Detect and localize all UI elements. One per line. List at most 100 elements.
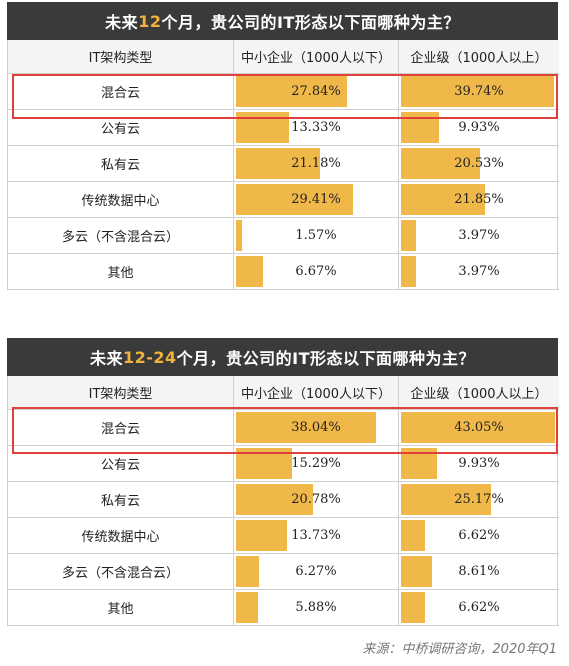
title-text: 个月，贵公司的IT形态以下面哪种为主？ (176, 349, 476, 368)
value-cell: 5.88% (234, 590, 399, 626)
value-label: 9.93% (458, 120, 500, 135)
column-header: IT架构类型 (8, 40, 234, 74)
value-label: 43.05% (454, 420, 504, 435)
value-cell: 13.73% (234, 518, 399, 554)
value-label: 27.84% (291, 84, 341, 99)
value-bar (401, 148, 481, 179)
value-bar (236, 76, 347, 107)
column-header: 中小企业（1000人以下） (234, 376, 399, 410)
value-label: 9.93% (458, 456, 500, 471)
data-table: IT架构类型 中小企业（1000人以下） 企业级（1000人以上） 混合云 27.84%… (7, 40, 559, 290)
value-label: 6.67% (295, 264, 337, 279)
value-label: 13.33% (291, 120, 341, 135)
value-cell: 6.67% (234, 254, 399, 290)
title-text: 未来 (105, 13, 139, 32)
value-bar (401, 484, 492, 515)
value-bar (401, 448, 437, 479)
row-label: 混合云 (8, 410, 234, 446)
value-cell: 27.84% (234, 74, 399, 110)
value-label: 3.97% (458, 264, 500, 279)
value-cell: 38.04% (234, 410, 399, 446)
value-bar (236, 220, 243, 251)
value-label: 25.17% (454, 492, 504, 507)
value-bar (236, 184, 353, 215)
chart-panel-12m: 未来 12 个月，贵公司的IT形态以下面哪种为主？ IT架构类型 中小企业（1000人… (7, 2, 559, 290)
source-note: 来源：中桥调研咨询，2020年Q1 (362, 642, 557, 657)
row-label: 公有云 (8, 446, 234, 482)
value-cell: 1.57% (234, 218, 399, 254)
column-header: 企业级（1000人以上） (399, 40, 559, 74)
row-label: 多云（不含混合云） (8, 218, 234, 254)
data-table: IT架构类型 中小企业（1000人以下） 企业级（1000人以上） 混合云 38.04%… (7, 376, 559, 626)
value-label: 20.53% (454, 156, 504, 171)
chart-title: 未来 12-24 个月，贵公司的IT形态以下面哪种为主？ (7, 338, 558, 376)
value-bar (401, 520, 425, 551)
value-cell: 21.85% (399, 182, 559, 218)
value-label: 39.74% (454, 84, 504, 99)
row-label: 私有云 (8, 482, 234, 518)
value-cell: 6.27% (234, 554, 399, 590)
value-bar (236, 412, 377, 443)
value-cell: 6.62% (399, 518, 559, 554)
value-bar (236, 448, 293, 479)
title-text: 个月，贵公司的IT形态以下面哪种为主？ (161, 13, 460, 32)
value-cell: 21.18% (234, 146, 399, 182)
value-bar (401, 592, 425, 623)
row-label: 公有云 (8, 110, 234, 146)
row-label: 传统数据中心 (8, 518, 234, 554)
column-header: IT架构类型 (8, 376, 234, 410)
value-label: 3.97% (458, 228, 500, 243)
value-bar (401, 220, 417, 251)
value-cell: 29.41% (234, 182, 399, 218)
value-label: 6.62% (458, 600, 500, 615)
value-label: 1.57% (295, 228, 337, 243)
value-bar (401, 112, 440, 143)
row-label: 其他 (8, 590, 234, 626)
value-bar (236, 520, 287, 551)
value-cell: 8.61% (399, 554, 559, 590)
value-cell: 6.62% (399, 590, 559, 626)
value-label: 15.29% (291, 456, 341, 471)
value-label: 21.85% (454, 192, 504, 207)
chart-title: 未来 12 个月，贵公司的IT形态以下面哪种为主？ (7, 2, 558, 40)
value-label: 6.27% (295, 564, 337, 579)
value-label: 6.62% (458, 528, 500, 543)
chart-panel-12-24m: 未来 12-24 个月，贵公司的IT形态以下面哪种为主？ IT架构类型 中小企业（10… (7, 338, 559, 626)
row-label: 传统数据中心 (8, 182, 234, 218)
value-cell: 3.97% (399, 254, 559, 290)
value-label: 21.18% (291, 156, 341, 171)
value-bar (236, 484, 313, 515)
value-cell: 20.78% (234, 482, 399, 518)
value-cell: 9.93% (399, 446, 559, 482)
value-bar (236, 592, 258, 623)
value-label: 38.04% (291, 420, 341, 435)
value-cell: 43.05% (399, 410, 559, 446)
title-highlight: 12-24 (122, 347, 177, 367)
value-bar (401, 184, 486, 215)
value-bar (236, 256, 263, 287)
value-bar (401, 556, 432, 587)
column-header: 中小企业（1000人以下） (234, 40, 399, 74)
column-header: 企业级（1000人以上） (399, 376, 559, 410)
value-cell: 15.29% (234, 446, 399, 482)
value-cell: 13.33% (234, 110, 399, 146)
value-cell: 39.74% (399, 74, 559, 110)
value-label: 13.73% (291, 528, 341, 543)
value-label: 8.61% (458, 564, 500, 579)
value-cell: 20.53% (399, 146, 559, 182)
value-label: 5.88% (295, 600, 337, 615)
value-bar (401, 256, 417, 287)
value-cell: 25.17% (399, 482, 559, 518)
row-label: 其他 (8, 254, 234, 290)
title-highlight: 12 (138, 11, 162, 31)
row-label: 多云（不含混合云） (8, 554, 234, 590)
value-cell: 9.93% (399, 110, 559, 146)
value-cell: 3.97% (399, 218, 559, 254)
value-label: 29.41% (291, 192, 341, 207)
value-bar (236, 112, 289, 143)
value-bar (401, 412, 555, 443)
title-text: 未来 (89, 349, 123, 368)
value-bar (401, 76, 554, 107)
value-label: 20.78% (291, 492, 341, 507)
value-bar (236, 148, 321, 179)
